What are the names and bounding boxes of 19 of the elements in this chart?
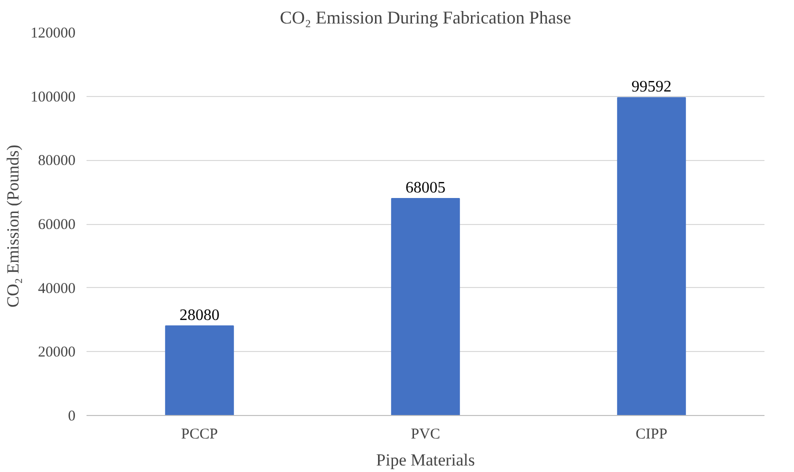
y-tick-label: 40000 xyxy=(38,280,76,297)
x-axis-title: Pipe Materials xyxy=(376,450,475,470)
y-tick-label: 60000 xyxy=(38,217,76,233)
y-tick-label: 20000 xyxy=(38,344,76,361)
chart-title: CO₂ Emission During Fabrication Phase xyxy=(280,8,572,28)
y-tick-label: 120000 xyxy=(30,26,76,42)
x-tick-label: PVC xyxy=(410,426,440,442)
y-tick-label: 80000 xyxy=(38,153,76,170)
x-tick-label: PCCP xyxy=(181,426,218,442)
bar xyxy=(165,325,234,416)
y-tick-label: 100000 xyxy=(30,89,76,106)
bar xyxy=(391,198,460,416)
data-label: 28080 xyxy=(180,306,220,324)
data-label: 68005 xyxy=(406,179,446,196)
x-tick-label: CIPP xyxy=(636,426,668,442)
data-label: 99592 xyxy=(632,78,672,96)
bar xyxy=(617,97,686,416)
y-tick-label: 0 xyxy=(68,408,76,424)
y-axis-title: CO₂ Emission (Pounds) xyxy=(4,144,22,308)
